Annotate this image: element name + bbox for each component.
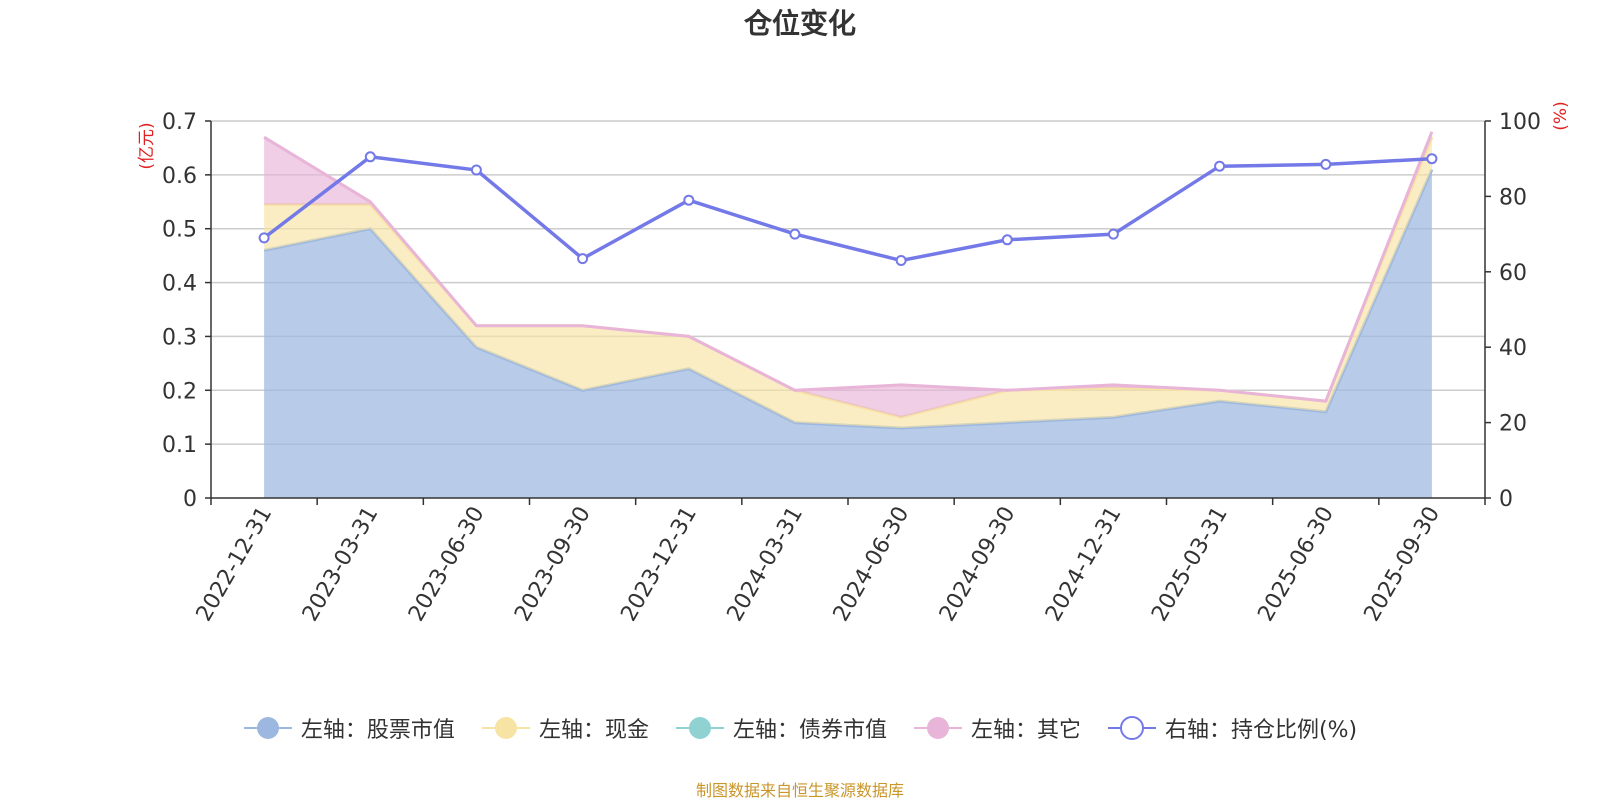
x-tick-label: 2023-09-30 — [510, 503, 596, 626]
ratio-line — [258, 151, 1438, 266]
legend-label: 右轴：持仓比例(%) — [1164, 718, 1358, 743]
left-tick-label: 0.7 — [162, 110, 197, 135]
left-tick-label: 0.2 — [162, 379, 197, 404]
left-tick-label: 0 — [183, 487, 197, 512]
left-tick-label: 0.6 — [162, 164, 197, 189]
ratio-point — [683, 194, 695, 206]
legend-label: 左轴：股票市值 — [300, 718, 455, 743]
right-tick-label: 40 — [1499, 336, 1527, 361]
left-tick-label: 0.1 — [162, 433, 197, 458]
ratio-point — [258, 232, 270, 244]
right-tick-label: 60 — [1499, 261, 1527, 286]
x-tick-label: 2023-12-31 — [616, 503, 702, 626]
legend-label: 左轴：其它 — [970, 718, 1081, 743]
filled-circle-icon — [913, 717, 962, 739]
legend: 左轴：股票市值 左轴：现金 左轴：债券市值 左轴：其它 右轴：持仓比例(%) — [0, 708, 1600, 748]
filled-circle-icon — [243, 717, 292, 739]
left-tick-label: 0.4 — [162, 272, 197, 297]
left-tick-label: 0.3 — [162, 325, 197, 350]
x-tick-label: 2024-03-31 — [723, 503, 809, 626]
ratio-point — [1001, 234, 1013, 246]
x-tick-label: 2024-12-31 — [1041, 503, 1127, 626]
ratio-point — [789, 228, 801, 240]
x-tick-label: 2022-12-31 — [192, 503, 278, 626]
area-edge-series-3 — [263, 131, 1434, 403]
legend-label: 左轴：现金 — [538, 718, 649, 743]
legend-label: 左轴：债券市值 — [732, 718, 887, 743]
area-series-0 — [264, 169, 1432, 498]
ratio-point — [1320, 158, 1332, 170]
x-tick-label: 2023-06-30 — [404, 503, 490, 626]
source-note: 制图数据来自恒生聚源数据库 — [695, 781, 904, 800]
filled-circle-icon — [675, 717, 724, 739]
legend-item[interactable]: 左轴：股票市值 — [243, 712, 455, 744]
x-tick-label: 2025-06-30 — [1253, 503, 1339, 626]
hollow-circle-icon — [1107, 716, 1156, 740]
x-tick-label: 2025-09-30 — [1360, 503, 1446, 626]
ratio-point — [1214, 160, 1226, 172]
x-tick-label: 2023-03-31 — [298, 503, 384, 626]
right-tick-label: 0 — [1499, 487, 1513, 512]
right-tick-label: 20 — [1499, 412, 1527, 437]
x-tick-label: 2024-09-30 — [935, 503, 1021, 626]
right-tick-label: 100 — [1499, 110, 1541, 135]
left-axis-unit: (亿元) — [137, 122, 157, 169]
chart-title: 仓位变化 — [743, 7, 856, 40]
right-axis-unit: (%) — [1551, 101, 1571, 130]
left-tick-label: 0.5 — [162, 218, 197, 243]
right-tick-label: 80 — [1499, 185, 1527, 210]
x-tick-label: 2024-06-30 — [829, 503, 915, 626]
ratio-point — [1426, 153, 1438, 165]
ratio-point — [364, 151, 376, 163]
legend-item[interactable]: 左轴：现金 — [481, 712, 649, 744]
x-tick-label: 2025-03-31 — [1147, 503, 1233, 626]
ratio-point — [895, 255, 907, 266]
ratio-point — [1107, 228, 1119, 240]
ratio-line-path — [263, 154, 1432, 263]
ratio-point — [470, 164, 482, 176]
filled-circle-icon — [481, 717, 530, 739]
legend-item[interactable]: 右轴：持仓比例(%) — [1107, 712, 1357, 744]
ratio-point — [577, 253, 589, 265]
stacked-areas — [263, 131, 1434, 498]
legend-item[interactable]: 左轴：债券市值 — [675, 712, 887, 744]
area-series-1 — [264, 137, 1432, 428]
legend-item[interactable]: 左轴：其它 — [913, 712, 1081, 744]
